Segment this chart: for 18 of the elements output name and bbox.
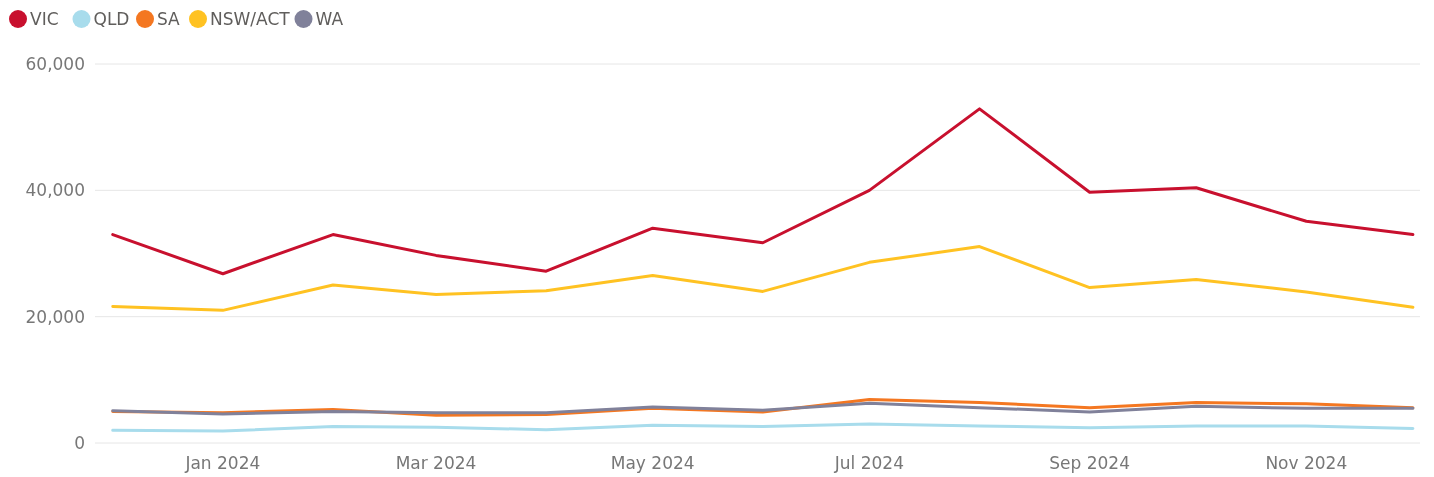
legend-label: VIC bbox=[30, 9, 59, 29]
x-tick-label: Jul 2024 bbox=[833, 453, 904, 473]
y-tick-label: 60,000 bbox=[25, 54, 85, 74]
x-tick-label: Mar 2024 bbox=[395, 453, 477, 473]
x-tick-label: Nov 2024 bbox=[1265, 453, 1348, 473]
x-tick-label: Jan 2024 bbox=[184, 453, 261, 473]
y-tick-label: 0 bbox=[74, 433, 85, 453]
x-tick-label: Sep 2024 bbox=[1049, 453, 1130, 473]
legend-label: SA bbox=[157, 9, 181, 29]
legend-label: NSW/ACT bbox=[210, 9, 291, 29]
legend-label: WA bbox=[315, 9, 344, 29]
x-tick-label: May 2024 bbox=[610, 453, 695, 473]
legend-label: QLD bbox=[93, 9, 130, 29]
line-series bbox=[111, 245, 1415, 312]
line-series bbox=[111, 422, 1415, 433]
y-tick-label: 20,000 bbox=[25, 306, 85, 327]
line-series bbox=[111, 107, 1415, 276]
y-tick-label: 40,000 bbox=[25, 180, 85, 201]
